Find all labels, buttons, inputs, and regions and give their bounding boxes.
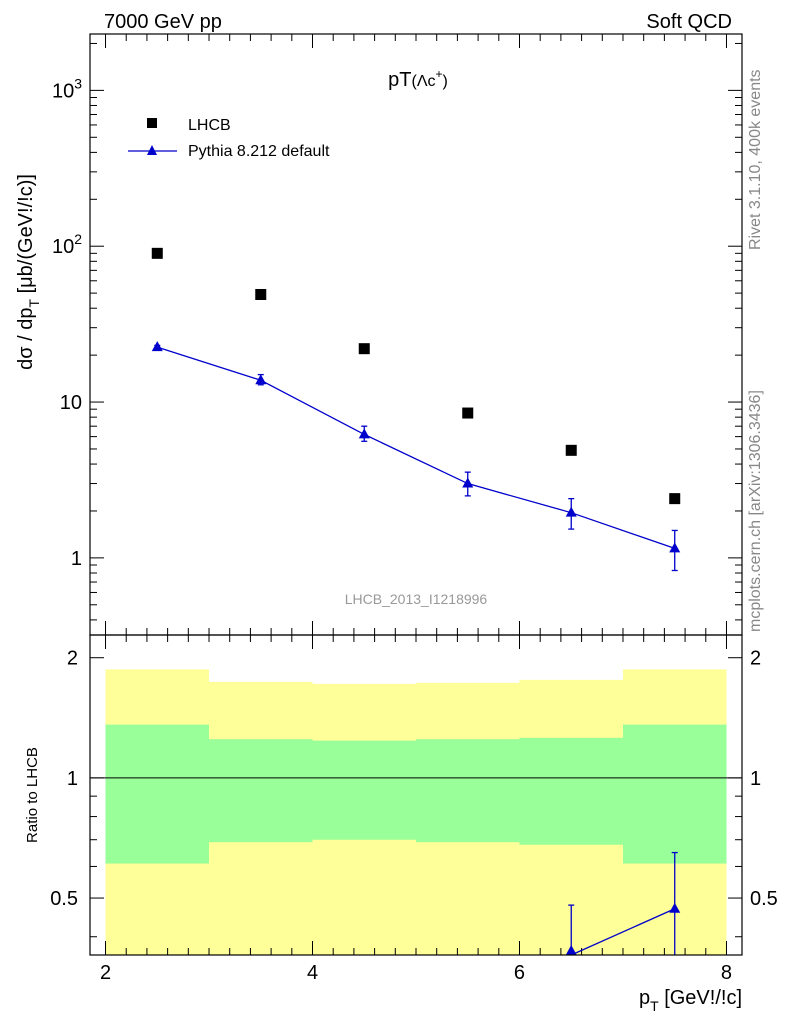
mcplots-label: mcplots.cern.ch [arXiv:1306.3436] [747, 390, 764, 632]
main-y-tick-labels: 1 10 102 103 [52, 75, 82, 570]
header-energy: 7000 GeV pp [104, 11, 222, 33]
lhcb-point [358, 343, 370, 355]
lhcb-point [669, 493, 681, 505]
main-y-tick-label: 10 [60, 392, 82, 414]
x-tick-label: 4 [307, 962, 318, 984]
lhcb-point [565, 444, 577, 456]
ratio-point [669, 902, 681, 913]
mc-point [151, 341, 163, 352]
lhcb-point [151, 247, 163, 259]
analysis-watermark: LHCB_2013_I1218996 [345, 591, 488, 607]
ratio-frame [89, 634, 743, 956]
ratio-band-green [312, 740, 416, 840]
ratio-panel: 0.5 0.5 1 1 2 2 2 4 6 8 Ratio to LHCB pT [GeV!/!c… [24, 634, 778, 1014]
mc-point [669, 542, 681, 553]
ratio-y-label: Ratio to LHCB [24, 747, 41, 843]
header-category: Soft QCD [646, 11, 732, 33]
ratio-y-tick-label: 1 [67, 768, 78, 790]
x-tick-label: 2 [100, 962, 111, 984]
ratio-tick-labels: 0.5 0.5 1 1 2 2 2 4 6 8 [50, 648, 778, 984]
x-axis-label: pT [GeV!/!c] [639, 987, 742, 1014]
ratio-y-tick-label-right: 0.5 [750, 888, 778, 910]
ratio-y-tick-label-right: 2 [750, 648, 761, 670]
ratio-y-tick-label: 0.5 [50, 888, 78, 910]
ratio-point [565, 945, 577, 955]
main-y-tick-label: 1 [71, 548, 82, 570]
ratio-series [565, 851, 681, 956]
main-axis-ticks [90, 34, 742, 635]
mc-point [255, 374, 267, 385]
legend-marker-mc [147, 145, 157, 155]
x-tick-label: 8 [721, 962, 732, 984]
ratio-band-green [416, 739, 520, 843]
legend-label-mc: Pythia 8.212 default [188, 143, 330, 160]
main-panel: pT(Λc+) dσ / dpT [μb/(GeV!/!c)] LHCB_201… [15, 33, 743, 636]
main-series [151, 247, 681, 572]
lhcb-point [462, 407, 474, 419]
legend-marker-data [147, 118, 157, 128]
ratio-y-tick-label-right: 1 [750, 768, 761, 790]
mc-line [157, 346, 675, 550]
rivet-label: Rivet 3.1.10, 400k events [747, 69, 764, 250]
ratio-axis-ticks [90, 635, 742, 955]
legend-label-data: LHCB [188, 117, 231, 134]
x-tick-label: 6 [514, 962, 525, 984]
ratio-band-green [209, 739, 313, 843]
legend: LHCB Pythia 8.212 default [128, 117, 330, 160]
y-axis-label: dσ / dpT [μb/(GeV!/!c)] [15, 174, 42, 370]
mc-point [462, 477, 474, 488]
main-y-tick-label: 103 [52, 75, 82, 102]
ratio-y-tick-label: 2 [67, 648, 78, 670]
ratio-band-green [105, 724, 210, 864]
lhcb-point [255, 288, 267, 300]
main-title: pT(Λc+) [388, 67, 448, 91]
main-y-tick-label: 102 [52, 231, 82, 258]
mc-point [565, 506, 577, 517]
ratio-band-green [622, 724, 727, 864]
ratio-band-green [519, 737, 623, 845]
mc-point [358, 428, 370, 439]
ratio-line [570, 908, 675, 956]
ratio-bands [105, 669, 727, 955]
